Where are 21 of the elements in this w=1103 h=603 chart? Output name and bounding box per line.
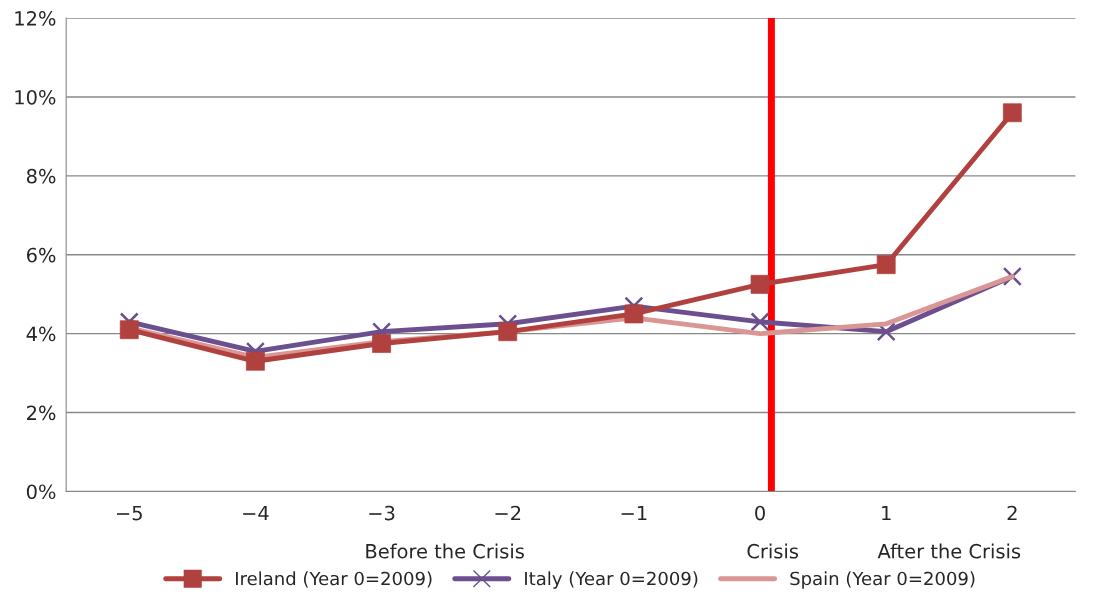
x-tick-label: 0 bbox=[755, 505, 765, 521]
x-tick-label: −2 bbox=[495, 505, 521, 521]
text: Crisis bbox=[747, 543, 799, 559]
x-tick-label: 1 bbox=[882, 505, 891, 521]
legend-label: Spain (Year 0=2009) bbox=[790, 571, 975, 589]
x-tick-label: −3 bbox=[369, 505, 395, 521]
x-tick-label: 2 bbox=[1007, 505, 1017, 521]
y-tick-label: 12% bbox=[15, 11, 56, 26]
x-tick-label: −1 bbox=[621, 505, 647, 521]
y-tick-label: 4% bbox=[26, 326, 56, 342]
y-tick-label: 0% bbox=[26, 484, 56, 500]
x-tick-label: −4 bbox=[243, 505, 269, 521]
y-tick-label: 8% bbox=[26, 168, 56, 184]
text: After the Crisis bbox=[877, 543, 1021, 559]
text: Before the Crisis bbox=[366, 543, 524, 559]
y-tick-label: 6% bbox=[26, 247, 56, 263]
y-tick-label: 2% bbox=[27, 405, 56, 421]
legend-label: Italy (Year 0=2009) bbox=[525, 571, 698, 589]
legend-label: Ireland (Year 0=2009) bbox=[236, 571, 432, 588]
y-tick-label: 10% bbox=[15, 89, 56, 105]
x-tick-label: −5 bbox=[116, 505, 142, 521]
